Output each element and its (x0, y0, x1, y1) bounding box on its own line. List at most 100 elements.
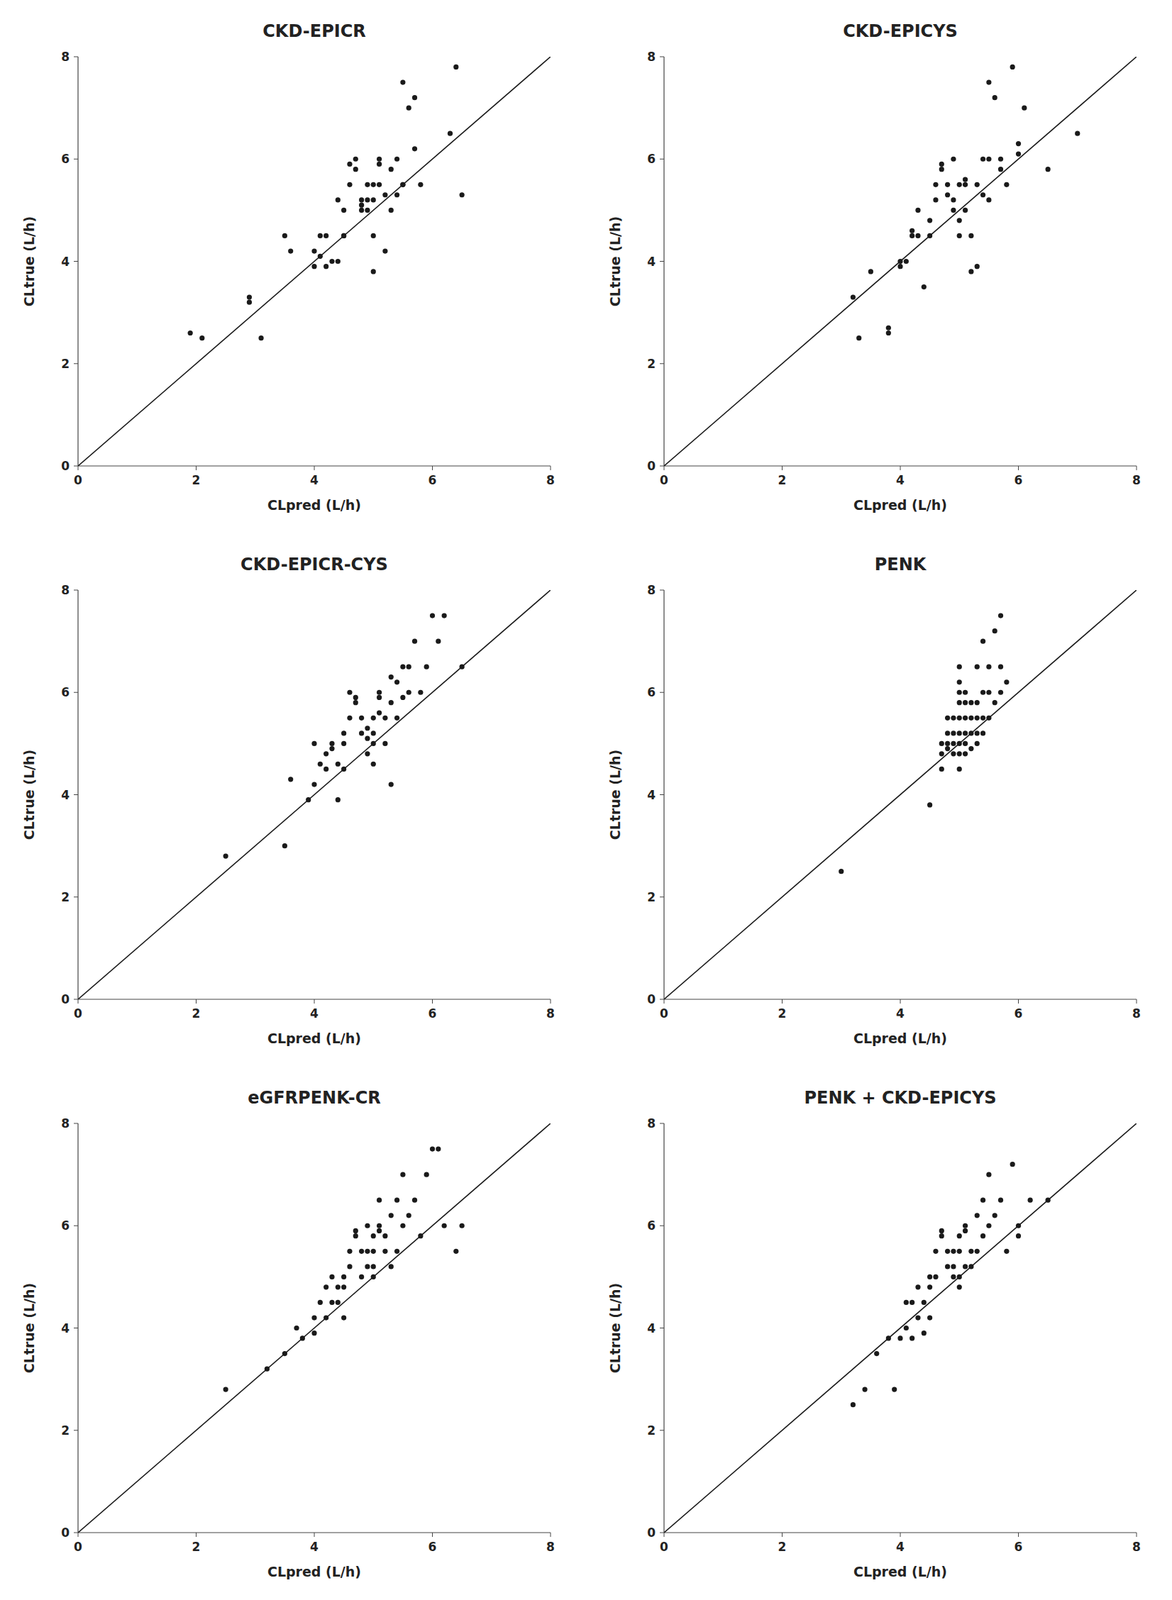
x-axis-label: CLpred (L/h) (267, 1030, 362, 1047)
point (459, 192, 465, 198)
point (353, 166, 359, 172)
point (288, 776, 293, 782)
point (311, 263, 317, 269)
point (915, 207, 921, 213)
point (944, 1249, 950, 1255)
y-tick (659, 261, 665, 262)
x-axis (664, 465, 1137, 467)
y-tick-label: 8 (647, 583, 656, 598)
point (957, 217, 963, 223)
y-tick (659, 56, 665, 58)
figure: CKD-EPICR0246802468CLpred (L/h)CLtrue (L… (0, 0, 1172, 1600)
point (962, 1264, 968, 1270)
point (944, 182, 950, 188)
point (317, 253, 323, 259)
point (957, 1274, 963, 1280)
point (957, 700, 963, 706)
y-tick-label: 2 (61, 890, 70, 905)
point (311, 741, 317, 747)
x-tick-label: 0 (73, 1006, 83, 1021)
point (388, 166, 394, 172)
y-tick (73, 590, 79, 591)
reference-line (664, 590, 1137, 1000)
point (921, 284, 927, 290)
x-tick (664, 1533, 665, 1538)
x-tick (550, 999, 552, 1004)
x-tick-label: 2 (778, 1006, 787, 1021)
reference-line (664, 56, 1137, 467)
point (323, 751, 329, 757)
point (382, 1249, 388, 1255)
point (986, 197, 992, 203)
point (968, 233, 974, 239)
point (346, 690, 352, 696)
point (412, 95, 418, 101)
point (1021, 105, 1027, 111)
point (1003, 679, 1009, 685)
point (980, 715, 986, 721)
y-tick-label: 0 (61, 992, 70, 1007)
x-tick (550, 1533, 552, 1538)
y-axis-label: CLtrue (L/h) (607, 1283, 623, 1374)
point (293, 1325, 299, 1331)
x-tick-label: 4 (310, 1006, 319, 1021)
point (329, 1274, 335, 1280)
y-axis-label: CLtrue (L/h) (607, 749, 623, 840)
point (886, 330, 892, 336)
point (968, 268, 974, 274)
point (968, 1249, 974, 1255)
point (371, 741, 377, 747)
point (850, 1402, 856, 1408)
point (944, 192, 950, 198)
point (992, 1213, 998, 1219)
point (986, 690, 992, 696)
point (382, 715, 388, 721)
point (335, 1300, 341, 1306)
point (364, 1264, 370, 1270)
point (932, 197, 938, 203)
point (921, 1300, 927, 1306)
x-tick-label: 2 (778, 473, 787, 488)
point (856, 335, 862, 341)
point (329, 746, 335, 752)
point (1003, 182, 1009, 188)
x-axis-label: CLpred (L/h) (853, 1564, 948, 1580)
title: CKD-EPICYS (842, 21, 958, 42)
point (394, 156, 400, 162)
y-tick (659, 466, 665, 467)
y-tick-label: 6 (61, 151, 70, 167)
point (962, 690, 968, 696)
point (992, 95, 998, 101)
x-axis (78, 465, 551, 467)
point (394, 1249, 400, 1255)
point (957, 1233, 963, 1239)
point (944, 746, 950, 752)
x-tick (550, 466, 552, 471)
point (998, 664, 1004, 670)
point (346, 1249, 352, 1255)
x-axis (78, 998, 551, 1000)
x-tick (900, 466, 901, 471)
point (453, 1249, 459, 1255)
point (838, 869, 844, 875)
y-tick (659, 896, 665, 898)
y-axis (663, 590, 665, 1000)
point (962, 1228, 968, 1234)
y-tick (659, 1328, 665, 1329)
point (341, 1274, 347, 1280)
x-tick (314, 999, 315, 1004)
point (974, 664, 980, 670)
point (371, 1249, 377, 1255)
point (335, 761, 341, 767)
point (998, 690, 1004, 696)
point (962, 715, 968, 721)
point (376, 695, 382, 701)
point (909, 1300, 915, 1306)
point (957, 741, 963, 747)
point (998, 612, 1004, 618)
point (311, 781, 317, 787)
point (980, 1233, 986, 1239)
point (400, 664, 406, 670)
point (915, 1315, 921, 1321)
y-axis (77, 590, 79, 1000)
